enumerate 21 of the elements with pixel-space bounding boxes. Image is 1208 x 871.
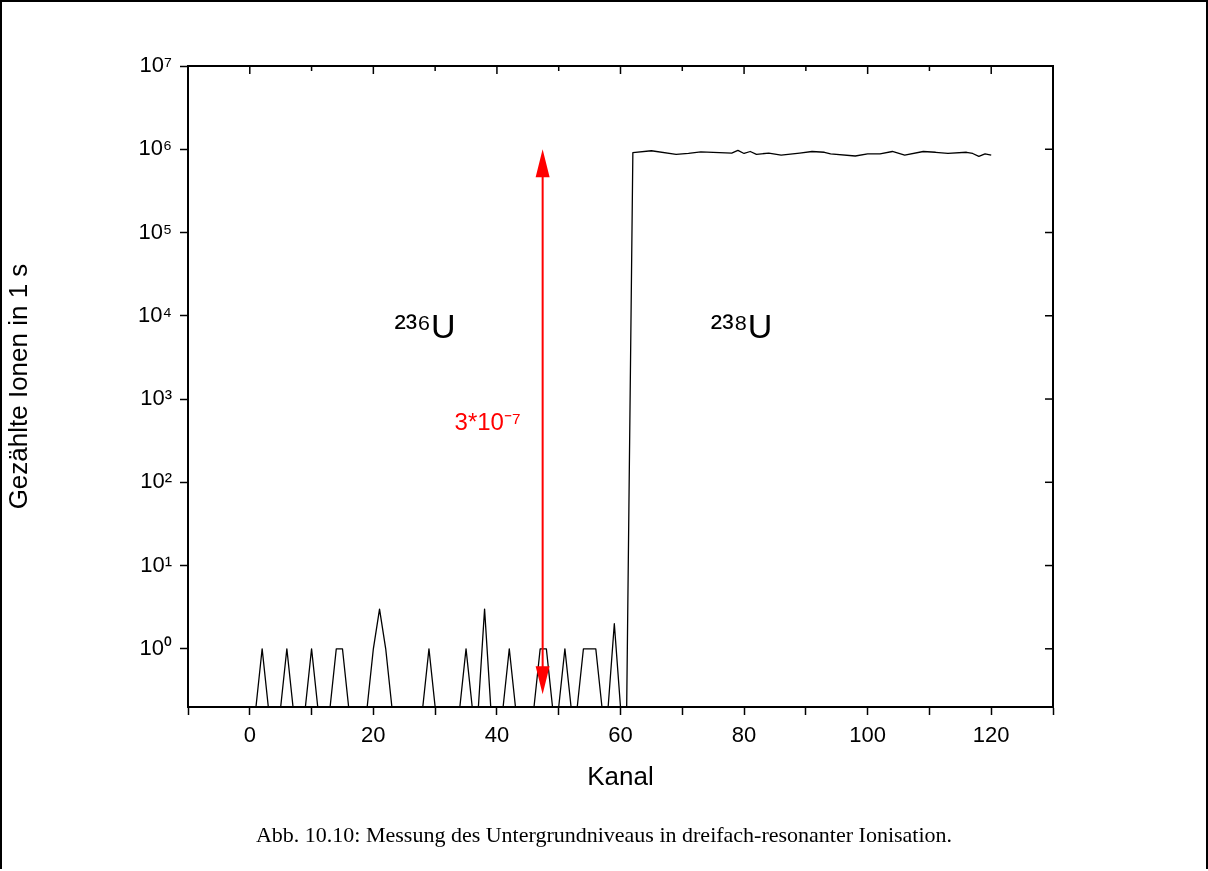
x-tick-label: 80 <box>731 722 757 748</box>
y-tick-label: 10¹ <box>140 551 172 577</box>
y-tick-label: 10⁴ <box>138 301 172 327</box>
x-tick-label: 0 <box>243 722 256 748</box>
y-tick-label: 10⁷ <box>139 52 173 78</box>
y-tick-label: 10⁰ <box>139 634 172 660</box>
y-tick-label: 10³ <box>140 385 172 411</box>
x-axis-title: Kanal <box>587 760 654 791</box>
x-tick-label: 40 <box>484 722 510 748</box>
y-tick-label: 10⁶ <box>138 135 172 161</box>
x-tick-label: 20 <box>361 722 386 748</box>
x-tick-label: 100 <box>849 722 886 748</box>
x-tick-label: 60 <box>608 722 633 748</box>
annotation: 3*10⁻⁷ <box>454 407 521 435</box>
caption: Abb. 10.10: Messung des Untergrundniveaus in dreifach-resonanter Ionisation. <box>254 822 954 848</box>
annotation: ²³⁶U <box>394 307 456 346</box>
y-tick-label: 10⁵ <box>138 218 172 244</box>
annotation: ²³⁸U <box>710 307 773 346</box>
x-tick-label: 120 <box>972 722 1010 748</box>
y-tick-label: 10² <box>140 468 172 494</box>
y-axis-title: Gezählte Ionen in 1 s <box>2 263 33 510</box>
